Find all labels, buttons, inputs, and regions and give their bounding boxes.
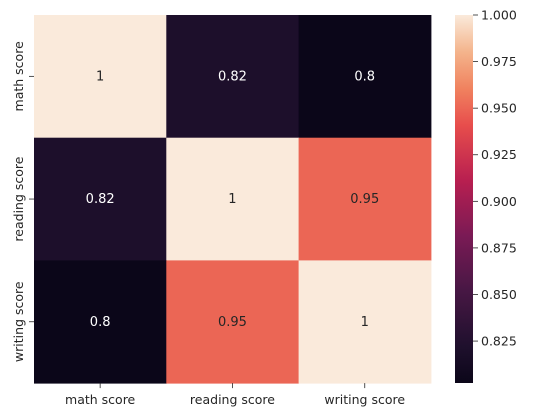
colorbar-tick-label: 0.825 bbox=[481, 334, 517, 349]
heatmap-cell bbox=[298, 260, 432, 384]
heatmap-cell bbox=[34, 260, 167, 384]
x-tick-label: reading score bbox=[190, 392, 275, 407]
cell-value-label: 1 bbox=[228, 192, 236, 207]
colorbar-tick-label: 0.850 bbox=[481, 287, 517, 302]
cell-value-label: 1 bbox=[96, 69, 104, 84]
cell-value-label: 0.95 bbox=[218, 315, 247, 330]
y-tick-label: writing score bbox=[11, 281, 26, 362]
colorbar-tick-label: 0.950 bbox=[481, 101, 517, 116]
cell-value-label: 0.82 bbox=[218, 69, 247, 84]
y-axis: math score reading score writing score bbox=[11, 41, 34, 362]
colorbar-tick-label: 0.900 bbox=[481, 194, 517, 209]
cell-value-label: 0.8 bbox=[90, 315, 111, 330]
colorbar-tick-label: 0.975 bbox=[481, 54, 517, 69]
x-axis: math score reading score writing score bbox=[65, 383, 405, 407]
heatmap-cell bbox=[34, 15, 167, 139]
y-tick-label: math score bbox=[11, 41, 26, 112]
heatmap-cell-labels: 1 0.82 0.8 0.82 1 0.95 0.8 0.95 1 bbox=[86, 69, 380, 329]
colorbar-tick-label: 0.925 bbox=[481, 147, 517, 162]
heatmap-cell bbox=[34, 137, 167, 261]
colorbar-tick-label: 0.875 bbox=[481, 240, 517, 255]
heatmap-cell bbox=[166, 137, 300, 261]
x-tick-label: math score bbox=[65, 392, 136, 407]
colorbar-tick-label: 1.000 bbox=[481, 8, 517, 23]
heatmap-cell bbox=[298, 137, 432, 261]
colorbar-gradient bbox=[455, 15, 473, 383]
cell-value-label: 1 bbox=[361, 315, 369, 330]
x-tick-label: writing score bbox=[324, 392, 405, 407]
heatmap-cells bbox=[34, 15, 432, 384]
y-tick-label: reading score bbox=[11, 156, 26, 241]
cell-value-label: 0.8 bbox=[354, 69, 375, 84]
heatmap-cell bbox=[298, 15, 432, 139]
heatmap-cell bbox=[166, 15, 300, 139]
heatmap-cell bbox=[166, 260, 300, 384]
cell-value-label: 0.95 bbox=[350, 192, 379, 207]
colorbar: 0.825 0.850 0.875 0.900 0.925 0.950 0.975 1.000 bbox=[455, 8, 517, 383]
cell-value-label: 0.82 bbox=[86, 192, 115, 207]
